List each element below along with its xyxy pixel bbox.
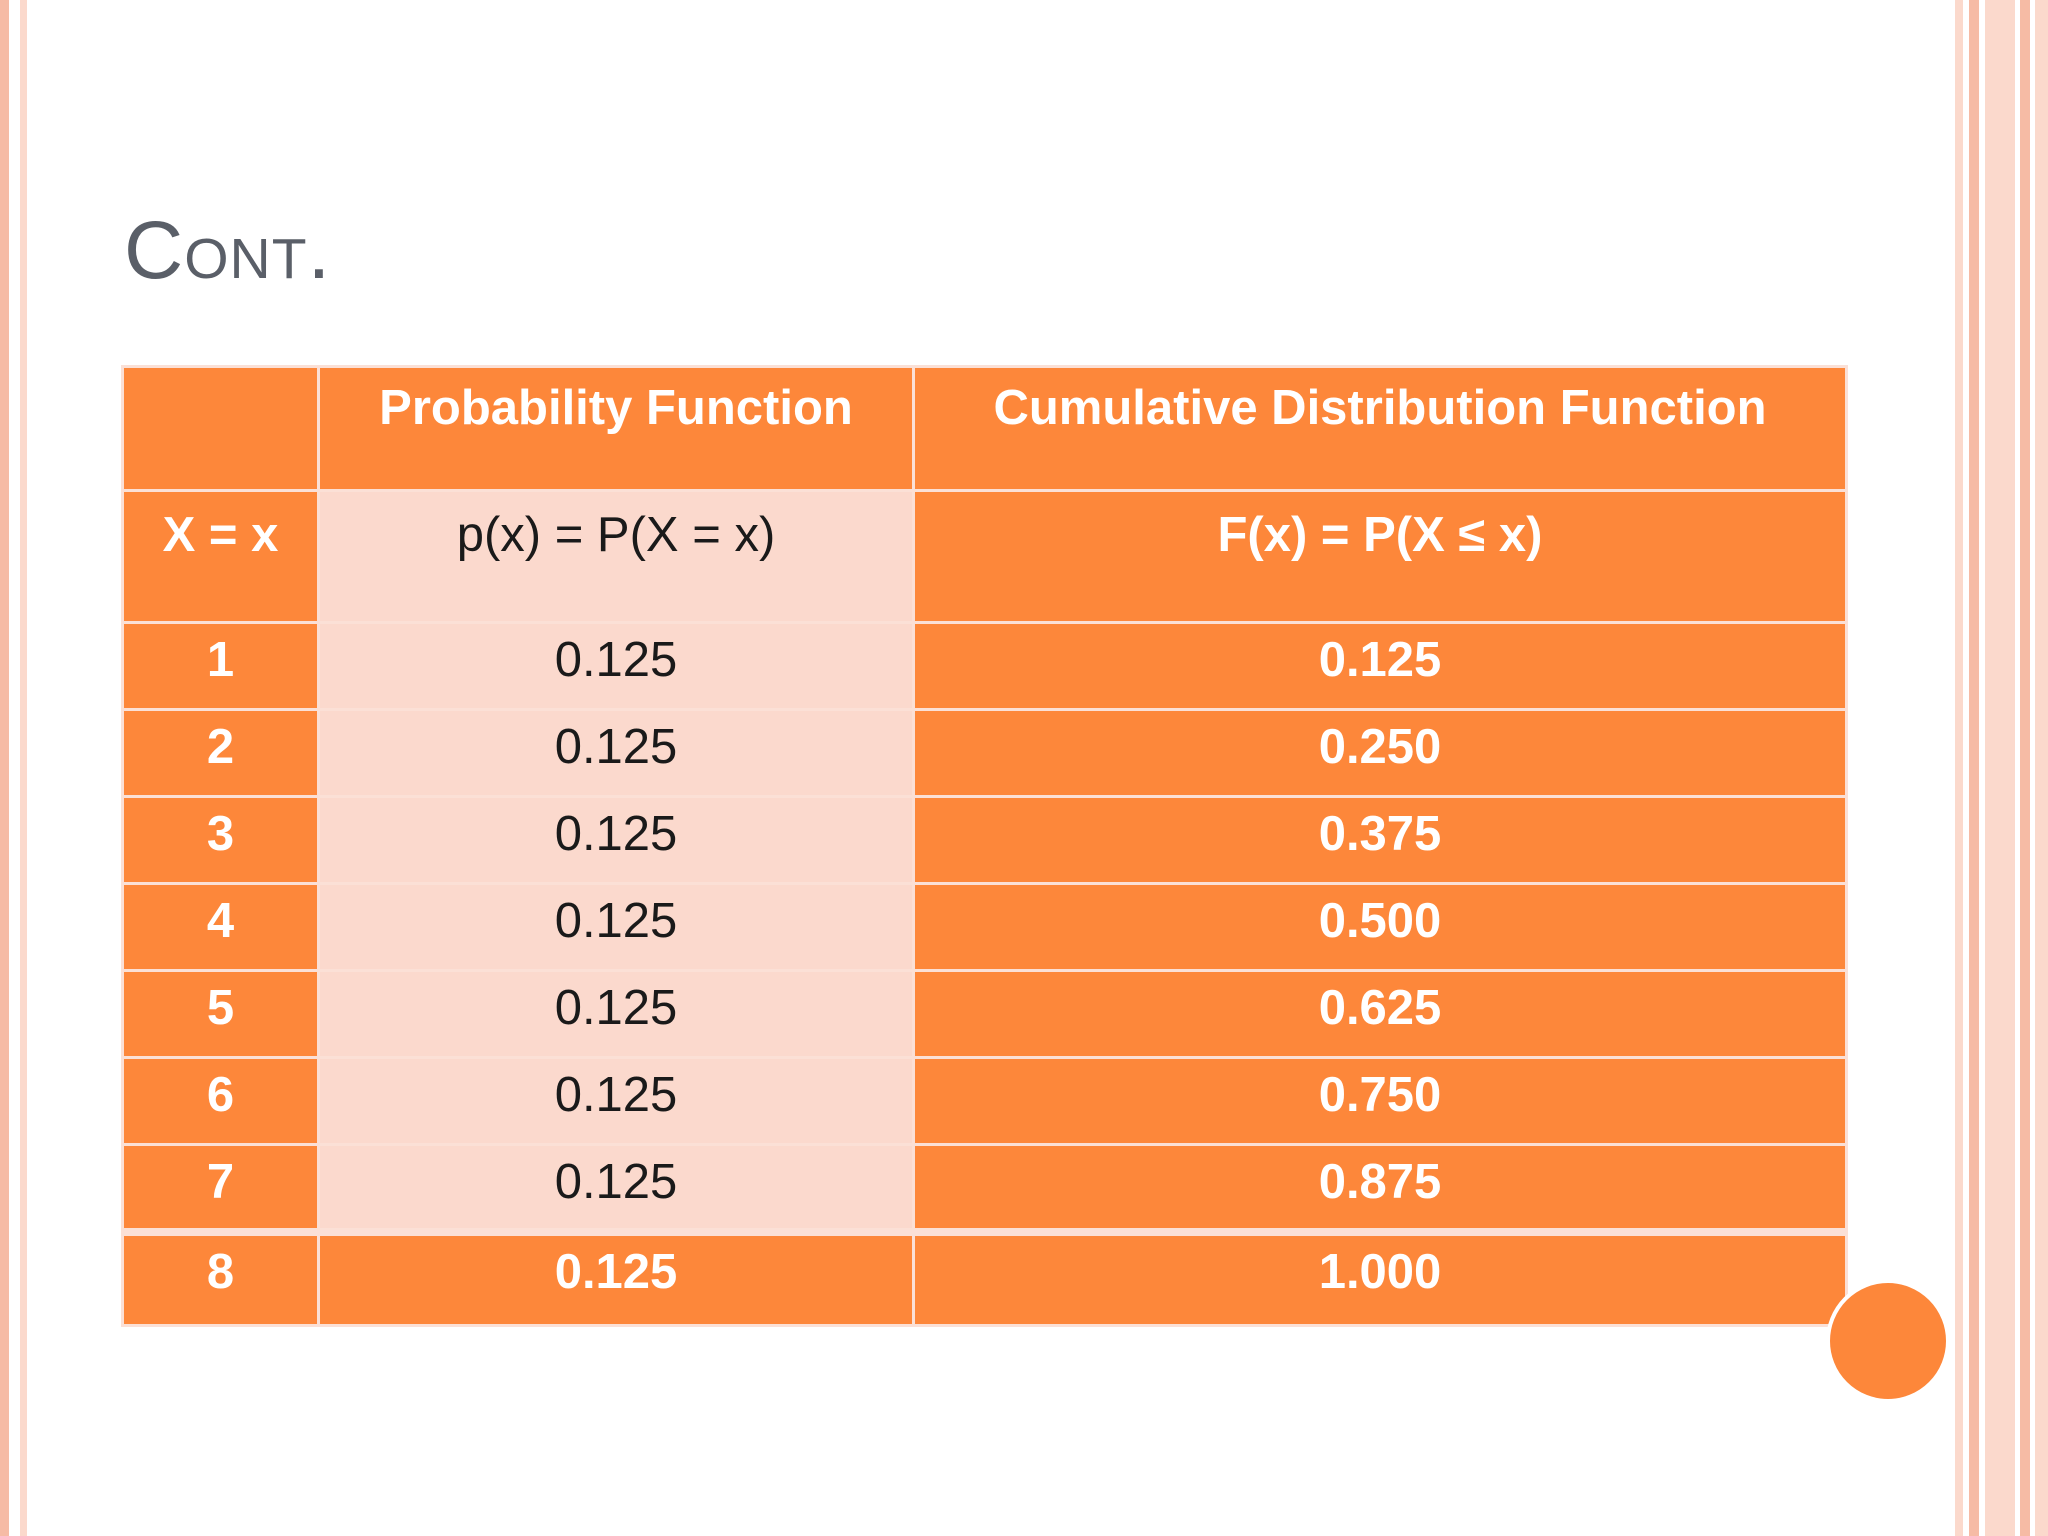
cell-fx: 0.750 — [912, 1056, 1848, 1146]
subheader-fx: F(x) = P(X ≤ x) — [912, 489, 1848, 624]
cell-x: 4 — [121, 882, 320, 972]
table-row-total: 8 0.125 1.000 — [121, 1227, 1848, 1327]
left-border-stripe-inner — [20, 0, 27, 1536]
table-row: 3 0.125 0.375 — [121, 795, 1848, 885]
table-header-row: Probability Function Cumulative Distribu… — [121, 365, 1848, 492]
table-row: 6 0.125 0.750 — [121, 1056, 1848, 1146]
subheader-x: X = x — [121, 489, 320, 624]
table-row: 5 0.125 0.625 — [121, 969, 1848, 1059]
table-row: 4 0.125 0.500 — [121, 882, 1848, 972]
cell-px: 0.125 — [317, 708, 915, 798]
table-row: 2 0.125 0.250 — [121, 708, 1848, 798]
cell-fx: 1.000 — [912, 1227, 1848, 1327]
cell-fx: 0.125 — [912, 621, 1848, 711]
cell-fx: 0.625 — [912, 969, 1848, 1059]
cell-x: 2 — [121, 708, 320, 798]
subheader-px: p(x) = P(X = x) — [317, 489, 915, 624]
cell-fx: 0.875 — [912, 1143, 1848, 1233]
table-row: 7 0.125 0.875 — [121, 1143, 1848, 1233]
cell-x: 5 — [121, 969, 320, 1059]
right-border-stripes — [1955, 0, 2048, 1536]
cell-px: 0.125 — [317, 1143, 915, 1233]
table-subheader-row: X = x p(x) = P(X = x) F(x) = P(X ≤ x) — [121, 489, 1848, 624]
header-cell-empty — [121, 365, 320, 492]
distribution-table: Probability Function Cumulative Distribu… — [121, 365, 1848, 1327]
cell-px: 0.125 — [317, 621, 915, 711]
decorative-circle-icon — [1826, 1279, 1950, 1403]
cell-x: 1 — [121, 621, 320, 711]
slide-title: Cont. — [124, 205, 332, 296]
table-row: 1 0.125 0.125 — [121, 621, 1848, 711]
header-cumulative-distribution-function: Cumulative Distribution Function — [912, 365, 1848, 492]
cell-x: 7 — [121, 1143, 320, 1233]
cell-px: 0.125 — [317, 882, 915, 972]
cell-px: 0.125 — [317, 1227, 915, 1327]
left-border-stripe — [0, 0, 9, 1536]
cell-x: 8 — [121, 1227, 320, 1327]
cell-x: 6 — [121, 1056, 320, 1146]
cell-fx: 0.500 — [912, 882, 1848, 972]
cell-px: 0.125 — [317, 969, 915, 1059]
cell-fx: 0.375 — [912, 795, 1848, 885]
cell-x: 3 — [121, 795, 320, 885]
cell-fx: 0.250 — [912, 708, 1848, 798]
cell-px: 0.125 — [317, 1056, 915, 1146]
cell-px: 0.125 — [317, 795, 915, 885]
header-probability-function: Probability Function — [317, 365, 915, 492]
